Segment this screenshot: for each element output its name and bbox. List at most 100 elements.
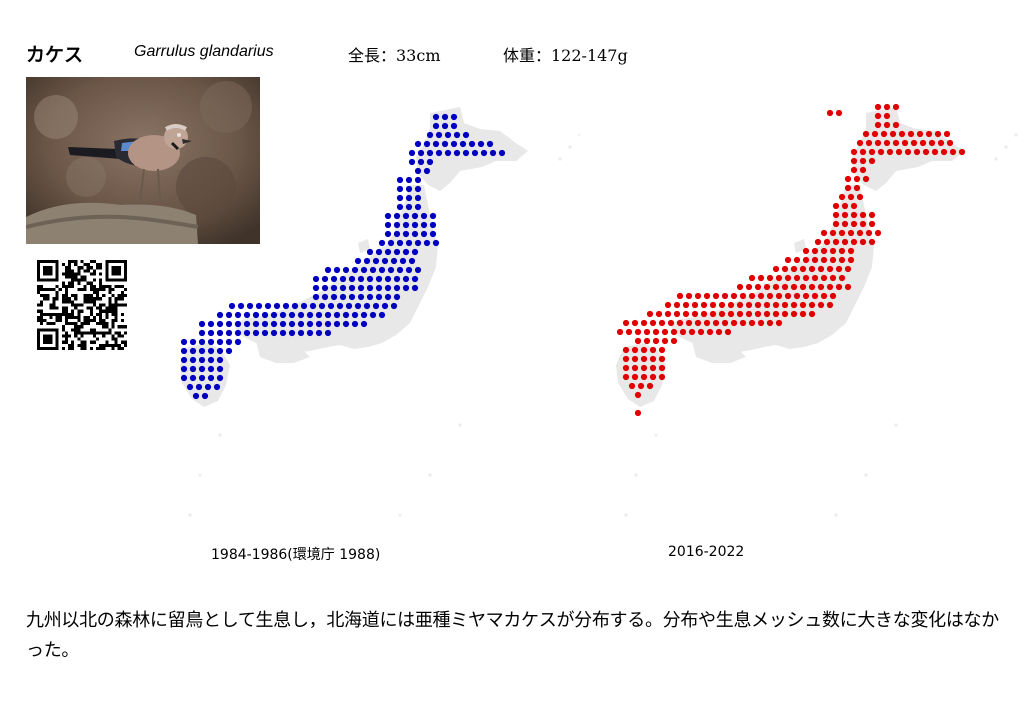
occurrence-mesh-dot: [826, 109, 834, 117]
occurrence-mesh-dot: [718, 310, 726, 318]
occurrence-mesh-dot: [312, 293, 320, 301]
occurrence-mesh-dot: [345, 302, 353, 310]
qr-code[interactable]: [37, 260, 127, 350]
occurrence-mesh-dot: [883, 112, 891, 120]
occurrence-mesh-dot: [348, 293, 356, 301]
occurrence-mesh-dot: [832, 238, 840, 246]
occurrence-mesh-dot: [772, 301, 780, 309]
occurrence-mesh-dot: [745, 310, 753, 318]
occurrence-mesh-dot: [847, 229, 855, 237]
occurrence-mesh-dot: [375, 248, 383, 256]
occurrence-mesh-dot: [691, 301, 699, 309]
occurrence-mesh-dot: [297, 311, 305, 319]
occurrence-mesh-dot: [799, 265, 807, 273]
occurrence-mesh-dot: [207, 338, 215, 346]
occurrence-mesh-dot: [366, 275, 374, 283]
occurrence-mesh-dot: [820, 292, 828, 300]
occurrence-mesh-dot: [664, 301, 672, 309]
occurrence-mesh-dot: [691, 310, 699, 318]
occurrence-mesh-dot: [658, 319, 666, 327]
species-description: 九州以北の森林に留鳥として生息し，北海道には亜種ミヤマカケスが分布する。分布や生…: [26, 610, 999, 661]
occurrence-mesh-dot: [384, 248, 392, 256]
occurrence-mesh-dot: [808, 265, 816, 273]
occurrence-mesh-dot: [766, 319, 774, 327]
occurrence-mesh-dot: [649, 355, 657, 363]
occurrence-mesh-dot: [643, 337, 651, 345]
occurrence-mesh-dot: [282, 302, 290, 310]
occurrence-mesh-dot: [832, 211, 840, 219]
occurrence-mesh-dot: [727, 310, 735, 318]
occurrence-mesh-dot: [201, 392, 209, 400]
occurrence-mesh-dot: [198, 338, 206, 346]
occurrence-mesh-dot: [453, 131, 461, 139]
occurrence-mesh-dot: [775, 274, 783, 282]
occurrence-mesh-dot: [234, 311, 242, 319]
occurrence-mesh-dot: [793, 292, 801, 300]
occurrence-mesh-dot: [868, 220, 876, 228]
occurrence-mesh-dot: [396, 239, 404, 247]
occurrence-mesh-dot: [357, 293, 365, 301]
occurrence-mesh-dot: [279, 329, 287, 337]
occurrence-mesh-dot: [628, 382, 636, 390]
outlying-island: [834, 513, 838, 517]
occurrence-mesh-dot: [709, 310, 717, 318]
occurrence-mesh-dot: [246, 302, 254, 310]
occurrence-mesh-dot: [844, 265, 852, 273]
occurrence-mesh-dot: [703, 319, 711, 327]
occurrence-mesh-dot: [757, 319, 765, 327]
occurrence-mesh-dot: [811, 247, 819, 255]
occurrence-mesh-dot: [261, 320, 269, 328]
occurrence-mesh-dot: [622, 373, 630, 381]
occurrence-mesh-dot: [823, 238, 831, 246]
occurrence-mesh-dot: [811, 256, 819, 264]
occurrence-mesh-dot: [838, 247, 846, 255]
occurrence-mesh-dot: [658, 346, 666, 354]
occurrence-mesh-dot: [640, 355, 648, 363]
occurrence-mesh-dot: [802, 247, 810, 255]
occurrence-mesh-dot: [802, 274, 810, 282]
occurrence-mesh-dot: [748, 292, 756, 300]
occurrence-mesh-dot: [270, 329, 278, 337]
occurrence-mesh-dot: [685, 292, 693, 300]
outlying-island: [578, 133, 580, 137]
occurrence-mesh-dot: [180, 365, 188, 373]
occurrence-mesh-dot: [315, 329, 323, 337]
occurrence-mesh-dot: [306, 320, 314, 328]
species-scientific-name: Garrulus glandarius: [134, 43, 274, 60]
occurrence-mesh-dot: [622, 364, 630, 372]
occurrence-mesh-dot: [712, 292, 720, 300]
occurrence-mesh-dot: [450, 113, 458, 121]
occurrence-mesh-dot: [685, 319, 693, 327]
occurrence-mesh-dot: [895, 148, 903, 156]
occurrence-mesh-dot: [441, 122, 449, 130]
occurrence-mesh-dot: [369, 311, 377, 319]
occurrence-mesh-dot: [859, 238, 867, 246]
occurrence-mesh-dot: [841, 202, 849, 210]
occurrence-mesh-dot: [790, 265, 798, 273]
honshu-outline: [670, 185, 874, 353]
occurrence-mesh-dot: [739, 319, 747, 327]
occurrence-mesh-dot: [420, 221, 428, 229]
occurrence-mesh-dot: [826, 283, 834, 291]
occurrence-mesh-dot: [387, 266, 395, 274]
occurrence-mesh-dot: [198, 320, 206, 328]
outlying-island: [624, 513, 628, 517]
occurrence-mesh-dot: [856, 229, 864, 237]
occurrence-mesh-dot: [790, 310, 798, 318]
occurrence-mesh-dot: [429, 221, 437, 229]
occurrence-mesh-dot: [940, 148, 948, 156]
occurrence-mesh-dot: [189, 356, 197, 364]
occurrence-mesh-dot: [228, 302, 236, 310]
occurrence-mesh-dot: [318, 302, 326, 310]
occurrence-mesh-dot: [694, 319, 702, 327]
occurrence-mesh-dot: [670, 328, 678, 336]
occurrence-mesh-dot: [429, 230, 437, 238]
occurrence-mesh-dot: [414, 203, 422, 211]
occurrence-mesh-dot: [850, 157, 858, 165]
occurrence-mesh-dot: [396, 203, 404, 211]
occurrence-mesh-dot: [393, 275, 401, 283]
occurrence-mesh-dot: [799, 301, 807, 309]
outlying-island: [458, 423, 462, 427]
occurrence-mesh-dot: [198, 329, 206, 337]
occurrence-mesh-dot: [396, 266, 404, 274]
